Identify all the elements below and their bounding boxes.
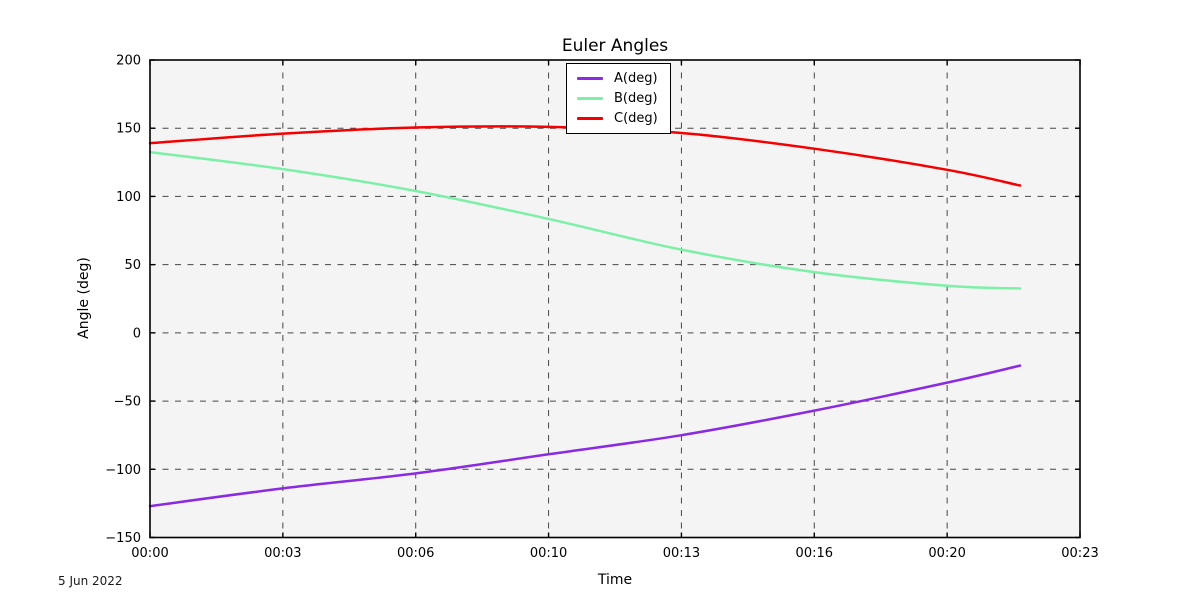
- legend-swatch-icon: [577, 117, 603, 120]
- chart-title: Euler Angles: [562, 36, 668, 56]
- x-tick-label: 00:06: [397, 546, 434, 561]
- y-tick-label: −150: [105, 531, 141, 546]
- y-tick-label: −100: [105, 463, 141, 478]
- x-tick-label: 00:03: [264, 546, 301, 561]
- tick-marks: [149, 59, 1081, 539]
- y-tick-label: 150: [116, 122, 141, 137]
- y-tick-label: −50: [114, 395, 141, 410]
- x-tick-label: 00:20: [928, 546, 965, 561]
- x-tick-label: 00:23: [1061, 546, 1098, 561]
- legend-label: C(deg): [614, 111, 658, 126]
- legend-item: A(deg): [577, 71, 658, 86]
- legend-swatch-icon: [577, 77, 603, 80]
- y-tick-labels: 200 150 100 50 0 −50 −100 −150: [105, 54, 141, 547]
- plot-background: [150, 60, 1080, 538]
- series-line-adeg: [148, 364, 1022, 508]
- series-line-bdeg: [148, 150, 1022, 290]
- legend-label: A(deg): [614, 71, 658, 86]
- y-tick-label: 100: [116, 190, 141, 205]
- y-axis-label: Angle (deg): [76, 257, 92, 339]
- x-tick-label: 00:00: [131, 546, 168, 561]
- y-tick-label: 200: [116, 54, 141, 69]
- x-axis-label: Time: [597, 572, 632, 588]
- legend-item: B(deg): [577, 91, 658, 106]
- date-annotation: 5 Jun 2022: [58, 574, 123, 588]
- legend: A(deg) B(deg) C(deg): [566, 63, 671, 134]
- x-tick-label: 00:10: [530, 546, 567, 561]
- y-tick-label: 50: [124, 258, 141, 273]
- legend-swatch-icon: [577, 97, 603, 100]
- x-tick-labels: 00:00 00:03 00:06 00:10 00:13 00:16 00:20 00:23: [131, 546, 1098, 561]
- legend-label: B(deg): [614, 91, 658, 106]
- legend-item: C(deg): [577, 111, 658, 126]
- y-tick-label: 0: [133, 326, 141, 341]
- x-tick-label: 00:16: [796, 546, 833, 561]
- axes-spines: [149, 59, 1081, 539]
- x-tick-label: 00:13: [663, 546, 700, 561]
- grid-lines: [150, 60, 1080, 538]
